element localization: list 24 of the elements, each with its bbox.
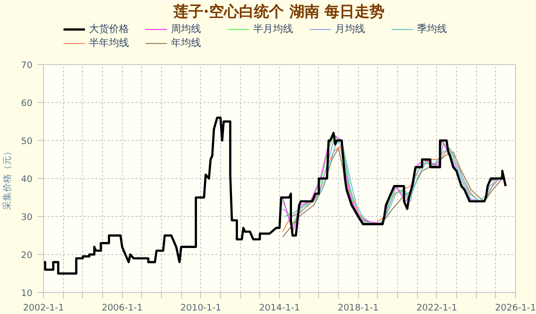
line-series — [44, 116, 507, 275]
x-tick-label: 2014-1-1 — [259, 304, 300, 314]
y-tick-label: 30 — [21, 213, 33, 223]
x-tick-label: 2010-1-1 — [180, 304, 222, 314]
y-tick-label: 40 — [21, 175, 33, 185]
x-tick-label: 2002-1-1 — [23, 304, 64, 314]
x-tick-label: 2006-1-1 — [102, 304, 143, 314]
y-tick-label: 70 — [21, 61, 33, 71]
legend-label: 半年均线 — [89, 36, 130, 50]
legend-label: 半月均线 — [253, 22, 294, 36]
y-axis-title: 采集价格（元） — [2, 147, 14, 210]
legend-label: 大货价格 — [89, 22, 130, 36]
legend-label: 周均线 — [171, 22, 202, 36]
x-tick-label: 2022-1-1 — [416, 304, 458, 314]
legend-label: 季均线 — [417, 22, 448, 36]
y-tick-label: 10 — [21, 289, 33, 299]
x-tick-label: 2018-1-1 — [338, 304, 379, 314]
legend-label: 月均线 — [335, 22, 366, 36]
y-tick-label: 20 — [21, 251, 33, 261]
y-tick-label: 60 — [21, 99, 33, 109]
legend-label: 年均线 — [171, 36, 202, 50]
x-tick-label: 2026-1-1 — [495, 304, 536, 314]
y-tick-label: 50 — [21, 137, 33, 147]
chart-title: 莲子·空心白统个 湖南 每日走势 — [172, 2, 385, 20]
